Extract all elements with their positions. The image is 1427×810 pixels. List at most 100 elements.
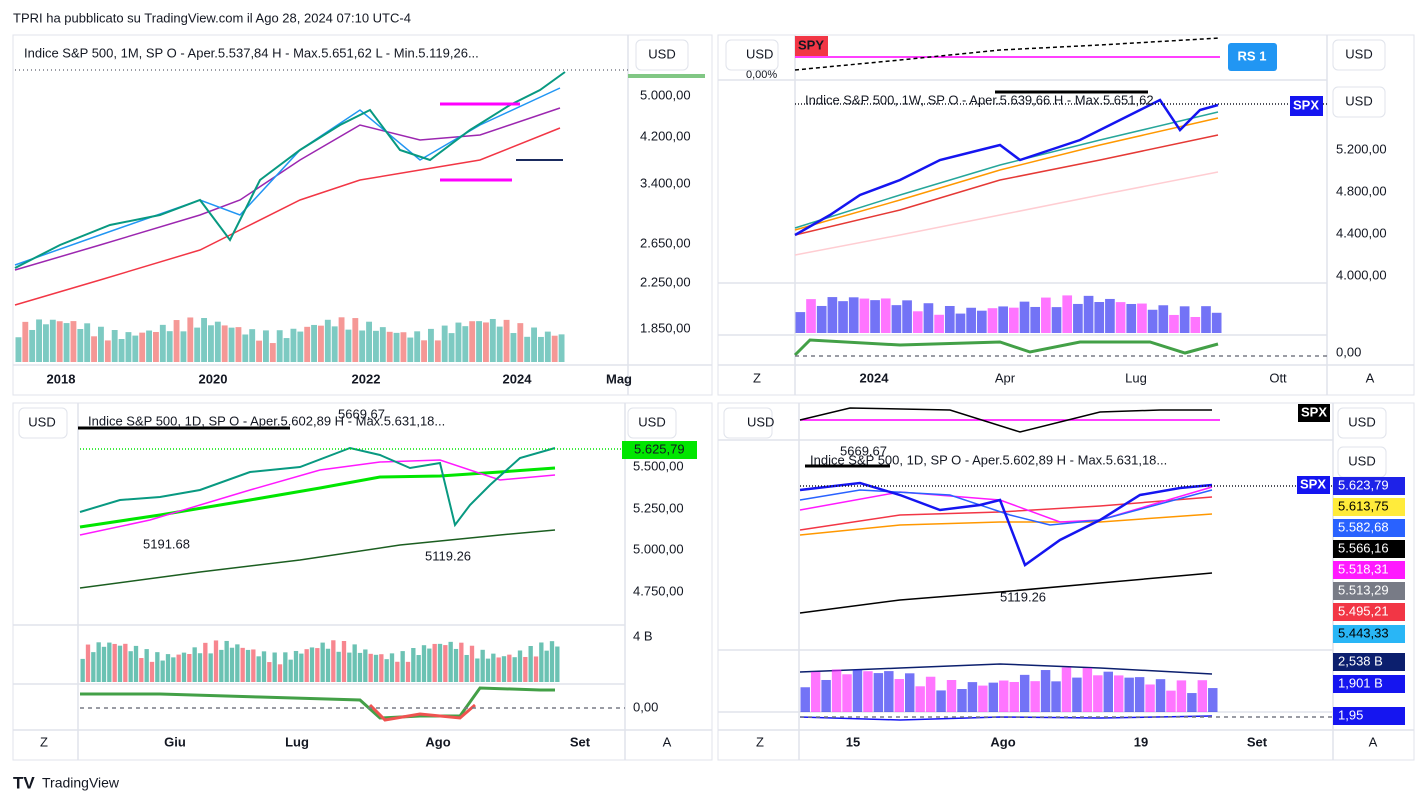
time-label: Ago <box>425 734 450 749</box>
volume-bar <box>912 311 923 333</box>
volume-bar <box>416 655 421 682</box>
volume-bar <box>946 680 957 712</box>
volume-bar <box>905 673 915 712</box>
price-tag <box>1333 653 1405 671</box>
volume-bar <box>299 653 304 682</box>
volume-bar <box>555 646 560 682</box>
header: TPRI ha pubblicato su TradingView.com il… <box>13 10 411 25</box>
volume-bar <box>101 646 107 682</box>
time-label: Giu <box>164 734 186 749</box>
volume-bar <box>181 652 187 682</box>
volume-bar <box>507 654 512 682</box>
tag: SPX <box>1293 97 1319 112</box>
time-label: Lug <box>285 734 309 749</box>
price-label: 3.400,00 <box>640 175 691 190</box>
volume-bar <box>1051 681 1061 712</box>
volume-bar <box>1158 305 1169 333</box>
time-label: 2024 <box>503 371 533 386</box>
volume-bar <box>1030 681 1040 712</box>
volume-bar <box>293 650 299 682</box>
price-tag-label: 5.518,31 <box>1338 561 1389 576</box>
volume-bar <box>428 328 434 362</box>
symbol: SPY <box>798 37 824 52</box>
price-tag <box>1333 707 1405 725</box>
price-label: 4.200,00 <box>640 128 691 143</box>
volume-bar <box>400 332 407 362</box>
volume-bar <box>29 329 36 362</box>
volume-bar <box>125 332 132 362</box>
volume-bar <box>427 648 432 682</box>
volume-bar <box>549 641 555 682</box>
volume-bar <box>462 326 469 362</box>
volume-bar <box>1061 667 1072 712</box>
price-tag-label: 1,901 B <box>1338 675 1383 690</box>
volume-bar <box>1197 680 1208 712</box>
price-tag-label: 5.582,68 <box>1338 519 1389 534</box>
volume-bar <box>276 330 283 362</box>
volume-bar <box>96 642 101 682</box>
time-label: Ago <box>990 734 1015 749</box>
volume-bar <box>123 643 128 682</box>
legend: Indice S&P 500, 1D, SP O - Aper.5.602,89… <box>88 413 445 428</box>
price-label: 4.750,00 <box>633 583 684 598</box>
volume-bar <box>523 656 528 682</box>
volume-bar <box>538 336 544 362</box>
volume-bar <box>838 301 848 333</box>
volume-bar <box>352 318 359 362</box>
time-label: 2018 <box>47 371 76 386</box>
time-label: 2020 <box>199 371 228 386</box>
tag: SPX <box>1300 476 1326 491</box>
price-tag <box>1333 477 1405 495</box>
tag: SPX <box>1301 404 1327 419</box>
volume-bar <box>485 658 491 682</box>
volume-bar <box>304 326 311 362</box>
volume-bar <box>533 656 539 682</box>
time-label: Z <box>40 734 48 749</box>
volume-bar <box>153 331 159 362</box>
price-tag-label: 5.513,29 <box>1338 582 1389 597</box>
volume-bar <box>1190 316 1201 333</box>
volume-bar <box>341 640 347 682</box>
volume-bar <box>242 334 249 362</box>
volume-bar <box>213 640 219 682</box>
volume-bar <box>528 646 533 682</box>
volume-bar <box>934 314 944 333</box>
volume-bar <box>1176 680 1187 712</box>
volume-bar <box>496 326 503 362</box>
currency: USD <box>1348 453 1375 468</box>
time-label: 2024 <box>860 370 890 385</box>
volume-bar <box>1062 295 1073 333</box>
volume-bar <box>347 652 352 682</box>
price-label: 4.800,00 <box>1336 183 1387 198</box>
volume-bar <box>197 653 203 682</box>
volume-bar <box>469 321 476 362</box>
volume-bar <box>228 327 235 362</box>
volume-bar <box>891 305 902 333</box>
price-tag-label: 1,95 <box>1338 707 1363 722</box>
volume-bar <box>146 330 152 362</box>
volume-bar <box>283 338 290 362</box>
volume-bar <box>925 676 936 712</box>
volume-bar <box>187 317 194 362</box>
volume-bar <box>311 324 317 362</box>
volume-bar <box>214 321 221 362</box>
volume-bar <box>544 650 549 682</box>
volume-bar <box>524 336 531 362</box>
percent: 0,00% <box>746 69 777 81</box>
time-label: 2022 <box>352 371 381 386</box>
volume-bar <box>1114 675 1124 712</box>
volume-bar <box>63 323 70 362</box>
volume-bar <box>201 318 207 362</box>
volume-bar <box>139 658 144 682</box>
annotation: 5191.68 <box>143 536 190 551</box>
volume-bar <box>235 327 242 362</box>
volume-bar <box>283 652 288 682</box>
annotation: 5669.67 <box>338 406 385 421</box>
volume-bar <box>978 685 988 712</box>
volume-bar <box>512 657 517 682</box>
volume-bar <box>139 332 146 362</box>
volume-bar <box>469 645 475 682</box>
volume-bar <box>389 653 395 682</box>
volume-bar <box>551 335 558 362</box>
volume-bar <box>1051 307 1062 333</box>
